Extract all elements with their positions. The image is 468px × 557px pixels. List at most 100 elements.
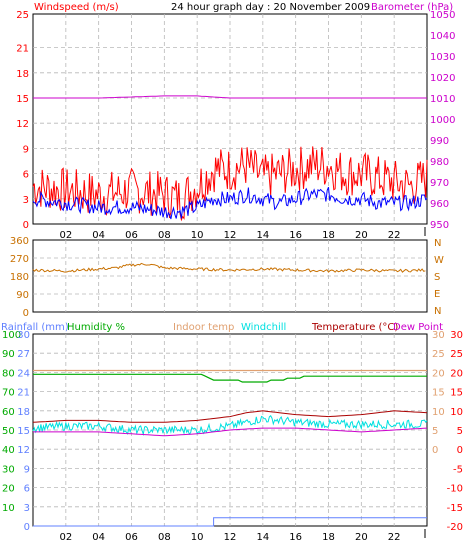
panel1-x-tick: 14: [256, 230, 269, 241]
panel1-right-tick: 980: [430, 157, 449, 168]
humidity-label: Humidity %: [67, 322, 125, 333]
windchill-label: Windchill: [241, 322, 286, 333]
humidity-tick: 20: [2, 484, 15, 495]
panel2-compass-letter: W: [434, 255, 444, 266]
windspeed-line: [32, 146, 428, 222]
dewpoint-label: Dew Point: [393, 322, 443, 333]
temperature-tick: 0: [457, 445, 463, 456]
panel1-x-tick: 10: [191, 230, 204, 241]
panel1-right-tick: 1050: [430, 10, 455, 21]
panel1-x-tick: 08: [158, 230, 171, 241]
temperature-tick: 30: [450, 330, 463, 341]
dewpoint-line: [33, 427, 428, 437]
rainfall-tick: 3: [24, 503, 30, 514]
panel3-x-axis: 02 04 06 08 10 12 14 16 18 20 22: [59, 529, 426, 543]
indoor-temp-tick: 30: [432, 330, 445, 341]
panel1-left-tick: 0: [23, 220, 29, 231]
wind-direction-line: [32, 262, 426, 273]
panel1-right-tick: 950: [430, 220, 449, 231]
temperature-tick: 5: [457, 426, 463, 437]
temperature-label: Temperature (°C): [311, 322, 398, 333]
windspeed-average-line: [32, 187, 428, 220]
panel3-x-tick: 10: [191, 532, 204, 543]
humidity-tick: 80: [2, 368, 15, 379]
panel1-right-tick: 1020: [430, 73, 455, 84]
panel1-right-axis: 950 960 970 980 990 1000 1010 1020 1030 1040 1050: [430, 10, 455, 231]
panel1-grid: [33, 14, 427, 224]
panel1-left-tick: 18: [16, 69, 29, 80]
panel3-x-tick: 22: [388, 532, 401, 543]
rainfall-tick: 15: [17, 426, 30, 437]
panel2-series: [32, 262, 426, 273]
panel1-x-tick: 16: [289, 230, 302, 241]
panel1-left-tick: 6: [23, 170, 29, 181]
rainfall-tick: 18: [17, 407, 30, 418]
panel1-series: [32, 95, 428, 222]
temperature-tick: -15: [447, 503, 463, 514]
panel2-compass-letter: N: [434, 306, 441, 317]
rainfall-tick: 24: [17, 368, 30, 379]
rainfall-line: [33, 517, 427, 527]
panel1-right-tick: 960: [430, 199, 449, 210]
rainfall-tick: 30: [17, 330, 30, 341]
panel1-right-tick: 990: [430, 136, 449, 147]
barometer-line: [33, 95, 427, 99]
panel2-left-tick: 180: [10, 272, 29, 283]
panel3-series: [32, 369, 428, 527]
temperature-tick: 10: [450, 407, 463, 418]
panel1-left-tick: 15: [16, 94, 29, 105]
windchill-line: [32, 415, 428, 437]
panel1-x-tick: 20: [355, 230, 368, 241]
panel1-right-tick: 1000: [430, 115, 455, 126]
barometer-label: Barometer (hPa): [371, 2, 453, 13]
indoor-temp-tick: 20: [432, 368, 445, 379]
rainfall-tick: 27: [17, 349, 30, 360]
panel3-x-tick: 12: [224, 532, 237, 543]
indoor-temp-label: Indoor temp: [173, 322, 234, 333]
panel1-x-tick: 22: [388, 230, 401, 241]
panel3-x-tick: 06: [125, 532, 138, 543]
panel2-left-tick: 270: [10, 254, 29, 265]
rainfall-tick: 0: [24, 522, 30, 533]
panel1-x-tick: 12: [224, 230, 237, 241]
panel3-x-tick: 20: [355, 532, 368, 543]
humidity-tick: 30: [2, 464, 15, 475]
temperature-line: [32, 410, 428, 423]
rainfall-tick: 9: [24, 464, 30, 475]
humidity-tick: 90: [2, 349, 15, 360]
panel1-left-tick: 9: [23, 144, 29, 155]
panel2-left-tick: 360: [10, 236, 29, 247]
temperature-tick: 15: [450, 388, 463, 399]
windspeed-label: Windspeed (m/s): [34, 2, 119, 13]
rainfall-tick: 12: [17, 445, 30, 456]
panel2-compass-letter: S: [434, 272, 440, 283]
temperature-tick: -20: [447, 522, 463, 533]
temperature-tick: 20: [450, 368, 463, 379]
humidity-tick: 100: [2, 330, 21, 341]
indoor-temp-tick: 10: [432, 407, 445, 418]
humidity-tick: 40: [2, 445, 15, 456]
indoor-temp-tick: 0: [432, 445, 438, 456]
panel3-x-tick: 18: [322, 532, 335, 543]
panel3-x-tick: 08: [158, 532, 171, 543]
rainfall-label: Rainfall (mm): [1, 322, 69, 333]
temperature-tick: -10: [447, 484, 463, 495]
panel3-axes: 1020304050607080901000369121518212427300…: [2, 330, 463, 533]
panel3-x-tick: 14: [256, 532, 269, 543]
indoor-temp-tick: 5: [432, 426, 438, 437]
panel1-x-axis: 02 04 06 08 10 12 14 16 18 20 22: [59, 227, 426, 241]
panel1-right-tick: 1030: [430, 52, 455, 63]
panel2-compass-letter: N: [434, 238, 441, 249]
panel1-right-tick: 1010: [430, 94, 455, 105]
humidity-tick: 50: [2, 426, 15, 437]
temperature-tick: 25: [450, 349, 463, 360]
panel1-left-tick: 12: [16, 119, 29, 130]
panel3-x-tick: 02: [59, 532, 72, 543]
panel1-left-axis: 0 3 6 9 12 15 18 21 25: [16, 10, 29, 231]
humidity-tick: 60: [2, 407, 15, 418]
panel2-left-tick: 90: [16, 290, 29, 301]
panel1-left-tick: 21: [16, 44, 29, 55]
rainfall-tick: 6: [24, 484, 30, 495]
